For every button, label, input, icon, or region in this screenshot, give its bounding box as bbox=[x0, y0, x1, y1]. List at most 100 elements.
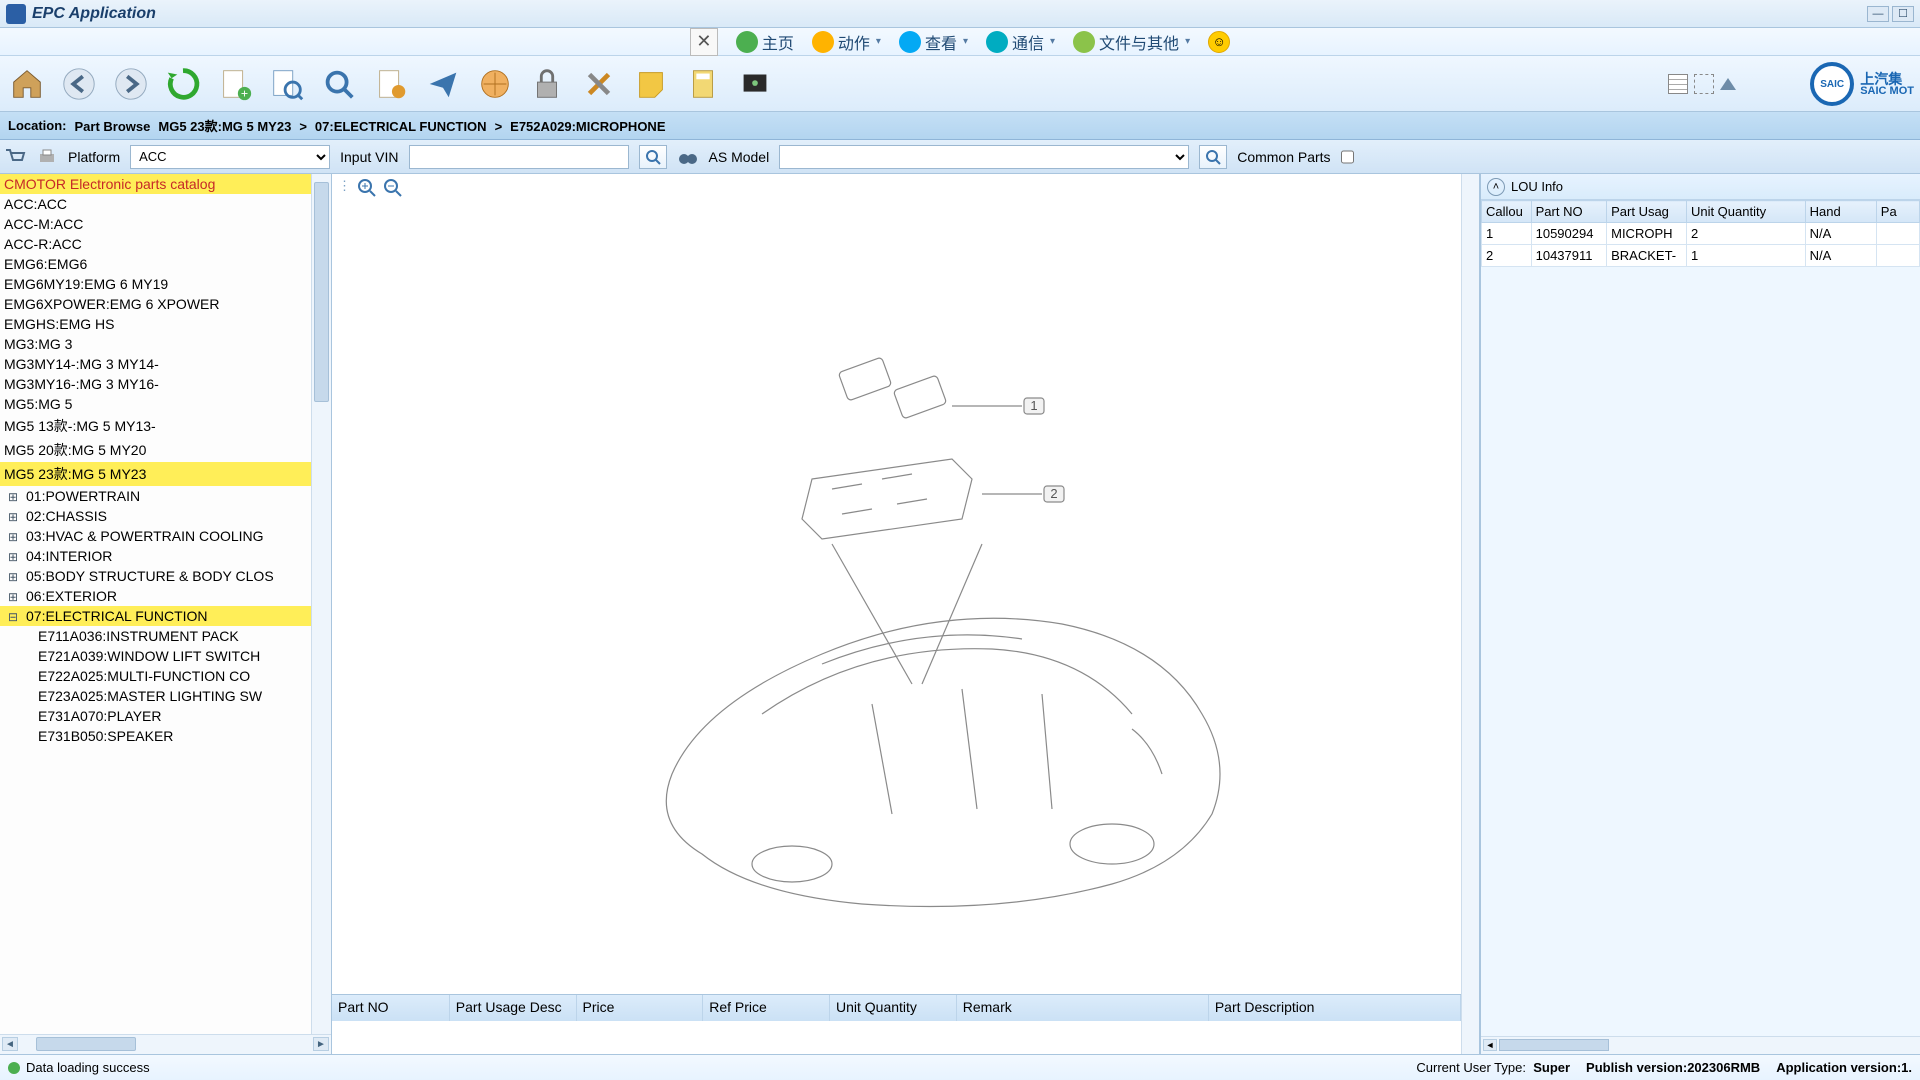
menu-bar: ✕ 主页动作查看通信文件与其他 ☺ bbox=[0, 28, 1920, 56]
tree-item[interactable]: 05:BODY STRUCTURE & BODY CLOS bbox=[0, 566, 311, 586]
part-tree[interactable]: CMOTOR Electronic parts catalogACC:ACCAC… bbox=[0, 174, 331, 1054]
tree-item[interactable]: E711A036:INSTRUMENT PACK bbox=[0, 626, 311, 646]
tree-item[interactable]: EMG6XPOWER:EMG 6 XPOWER bbox=[0, 294, 311, 314]
zoom-doc-button[interactable] bbox=[264, 61, 310, 107]
terminal-button[interactable] bbox=[732, 61, 778, 107]
globe-button[interactable] bbox=[472, 61, 518, 107]
detail-col-header[interactable]: Unit Quantity bbox=[830, 995, 957, 1021]
tree-item[interactable]: MG3:MG 3 bbox=[0, 334, 311, 354]
tree-item[interactable]: 03:HVAC & POWERTRAIN COOLING bbox=[0, 526, 311, 546]
menu-icon bbox=[812, 31, 834, 53]
send-button[interactable] bbox=[420, 61, 466, 107]
menu-主页[interactable]: 主页 bbox=[736, 30, 794, 54]
lou-row[interactable]: 110590294MICROPH2N/A bbox=[1482, 223, 1920, 245]
main-toolbar: + SAIC 上汽集 SAIC MOT bbox=[0, 56, 1920, 112]
appver-label: Application version: bbox=[1776, 1060, 1901, 1075]
lou-title: LOU Info bbox=[1511, 179, 1563, 194]
detail-col-header[interactable]: Part Description bbox=[1209, 995, 1461, 1021]
collapse-lou-icon[interactable]: ˄ bbox=[1487, 178, 1505, 196]
tree-item[interactable]: 06:EXTERIOR bbox=[0, 586, 311, 606]
tree-item[interactable]: E723A025:MASTER LIGHTING SW bbox=[0, 686, 311, 706]
detail-grid: Part NOPart Usage DescPriceRef PriceUnit… bbox=[332, 994, 1461, 1054]
tree-item[interactable]: MG5 23款:MG 5 MY23 bbox=[0, 462, 311, 486]
grid-view-icon[interactable] bbox=[1668, 74, 1688, 94]
print-icon[interactable] bbox=[36, 147, 58, 167]
lou-table[interactable]: CallouPart NOPart UsagUnit QuantityHandP… bbox=[1481, 200, 1920, 267]
breadcrumb: Location: Part BrowseMG5 23款:MG 5 MY23>0… bbox=[0, 112, 1920, 140]
binoculars-icon[interactable] bbox=[677, 147, 699, 167]
collapse-up-icon[interactable] bbox=[1720, 78, 1736, 90]
detail-col-header[interactable]: Part NO bbox=[332, 995, 450, 1021]
find-button[interactable] bbox=[316, 61, 362, 107]
lou-hscrollbar[interactable]: ◄ bbox=[1481, 1036, 1920, 1054]
tree-item[interactable]: 02:CHASSIS bbox=[0, 506, 311, 526]
note-button[interactable] bbox=[628, 61, 674, 107]
menu-icon bbox=[736, 31, 758, 53]
lou-row[interactable]: 210437911BRACKET-1N/A bbox=[1482, 245, 1920, 267]
tree-item[interactable]: E731B050:SPEAKER bbox=[0, 726, 311, 746]
minimize-button[interactable]: — bbox=[1867, 6, 1889, 22]
part-tree-sidebar: CMOTOR Electronic parts catalogACC:ACCAC… bbox=[0, 174, 332, 1054]
platform-select[interactable]: ACC bbox=[130, 145, 330, 169]
calc-button[interactable] bbox=[680, 61, 726, 107]
tree-item[interactable]: ACC:ACC bbox=[0, 194, 311, 214]
vin-input[interactable] bbox=[409, 145, 629, 169]
close-tab-button[interactable]: ✕ bbox=[690, 28, 718, 56]
tree-item[interactable]: E722A025:MULTI-FUNCTION CO bbox=[0, 666, 311, 686]
brand-circle-icon: SAIC bbox=[1810, 62, 1854, 106]
tree-item[interactable]: CMOTOR Electronic parts catalog bbox=[0, 174, 311, 194]
status-dot-icon bbox=[8, 1062, 20, 1074]
tree-hscrollbar[interactable]: ◄ ► bbox=[0, 1034, 331, 1054]
model-select[interactable] bbox=[779, 145, 1189, 169]
refresh-button[interactable] bbox=[160, 61, 206, 107]
tree-item[interactable]: MG5 20款:MG 5 MY20 bbox=[0, 438, 311, 462]
tree-item[interactable]: EMG6MY19:EMG 6 MY19 bbox=[0, 274, 311, 294]
cart-icon[interactable] bbox=[4, 147, 26, 167]
tree-item[interactable]: 04:INTERIOR bbox=[0, 546, 311, 566]
zoom-in-icon[interactable] bbox=[357, 178, 377, 201]
smiley-icon[interactable]: ☺ bbox=[1208, 31, 1230, 53]
home-button[interactable] bbox=[4, 61, 50, 107]
menu-查看[interactable]: 查看 bbox=[899, 30, 968, 54]
tree-vscrollbar[interactable] bbox=[311, 174, 331, 1034]
forward-button[interactable] bbox=[108, 61, 154, 107]
tree-item[interactable]: MG3MY14-:MG 3 MY14- bbox=[0, 354, 311, 374]
title-bar: EPC Application — ☐ bbox=[0, 0, 1920, 28]
tree-item[interactable]: EMG6:EMG6 bbox=[0, 254, 311, 274]
expand-icon[interactable] bbox=[1694, 74, 1714, 94]
menu-动作[interactable]: 动作 bbox=[812, 30, 881, 54]
maximize-button[interactable]: ☐ bbox=[1892, 6, 1914, 22]
tree-item[interactable]: MG3MY16-:MG 3 MY16- bbox=[0, 374, 311, 394]
doc-settings-button[interactable] bbox=[368, 61, 414, 107]
tree-item[interactable]: E721A039:WINDOW LIFT SWITCH bbox=[0, 646, 311, 666]
diagram-vscrollbar[interactable] bbox=[1461, 174, 1479, 1054]
tools-button[interactable] bbox=[576, 61, 622, 107]
menu-icon bbox=[899, 31, 921, 53]
detail-col-header[interactable]: Ref Price bbox=[703, 995, 830, 1021]
dots-icon[interactable]: ⋮ bbox=[338, 178, 351, 201]
detail-col-header[interactable]: Remark bbox=[957, 995, 1209, 1021]
new-doc-button[interactable]: + bbox=[212, 61, 258, 107]
zoom-out-icon[interactable] bbox=[383, 178, 403, 201]
tree-item[interactable]: ACC-M:ACC bbox=[0, 214, 311, 234]
menu-文件与其他[interactable]: 文件与其他 bbox=[1073, 30, 1190, 54]
common-parts-checkbox[interactable] bbox=[1341, 145, 1354, 169]
publish-value: 202306RMB bbox=[1687, 1060, 1760, 1075]
lock-button[interactable] bbox=[524, 61, 570, 107]
tree-item[interactable]: E731A070:PLAYER bbox=[0, 706, 311, 726]
model-search-button[interactable] bbox=[1199, 145, 1227, 169]
part-diagram: ⋮ 1 bbox=[332, 174, 1480, 1054]
tree-item[interactable]: EMGHS:EMG HS bbox=[0, 314, 311, 334]
menu-通信[interactable]: 通信 bbox=[986, 30, 1055, 54]
user-type-value: Super bbox=[1533, 1060, 1570, 1075]
back-button[interactable] bbox=[56, 61, 102, 107]
tree-item[interactable]: ACC-R:ACC bbox=[0, 234, 311, 254]
vin-search-button[interactable] bbox=[639, 145, 667, 169]
tree-item[interactable]: 07:ELECTRICAL FUNCTION bbox=[0, 606, 311, 626]
detail-col-header[interactable]: Part Usage Desc bbox=[450, 995, 577, 1021]
tree-item[interactable]: 01:POWERTRAIN bbox=[0, 486, 311, 506]
tree-item[interactable]: MG5:MG 5 bbox=[0, 394, 311, 414]
platform-label: Platform bbox=[68, 149, 120, 165]
tree-item[interactable]: MG5 13款-:MG 5 MY13- bbox=[0, 414, 311, 438]
detail-col-header[interactable]: Price bbox=[577, 995, 704, 1021]
